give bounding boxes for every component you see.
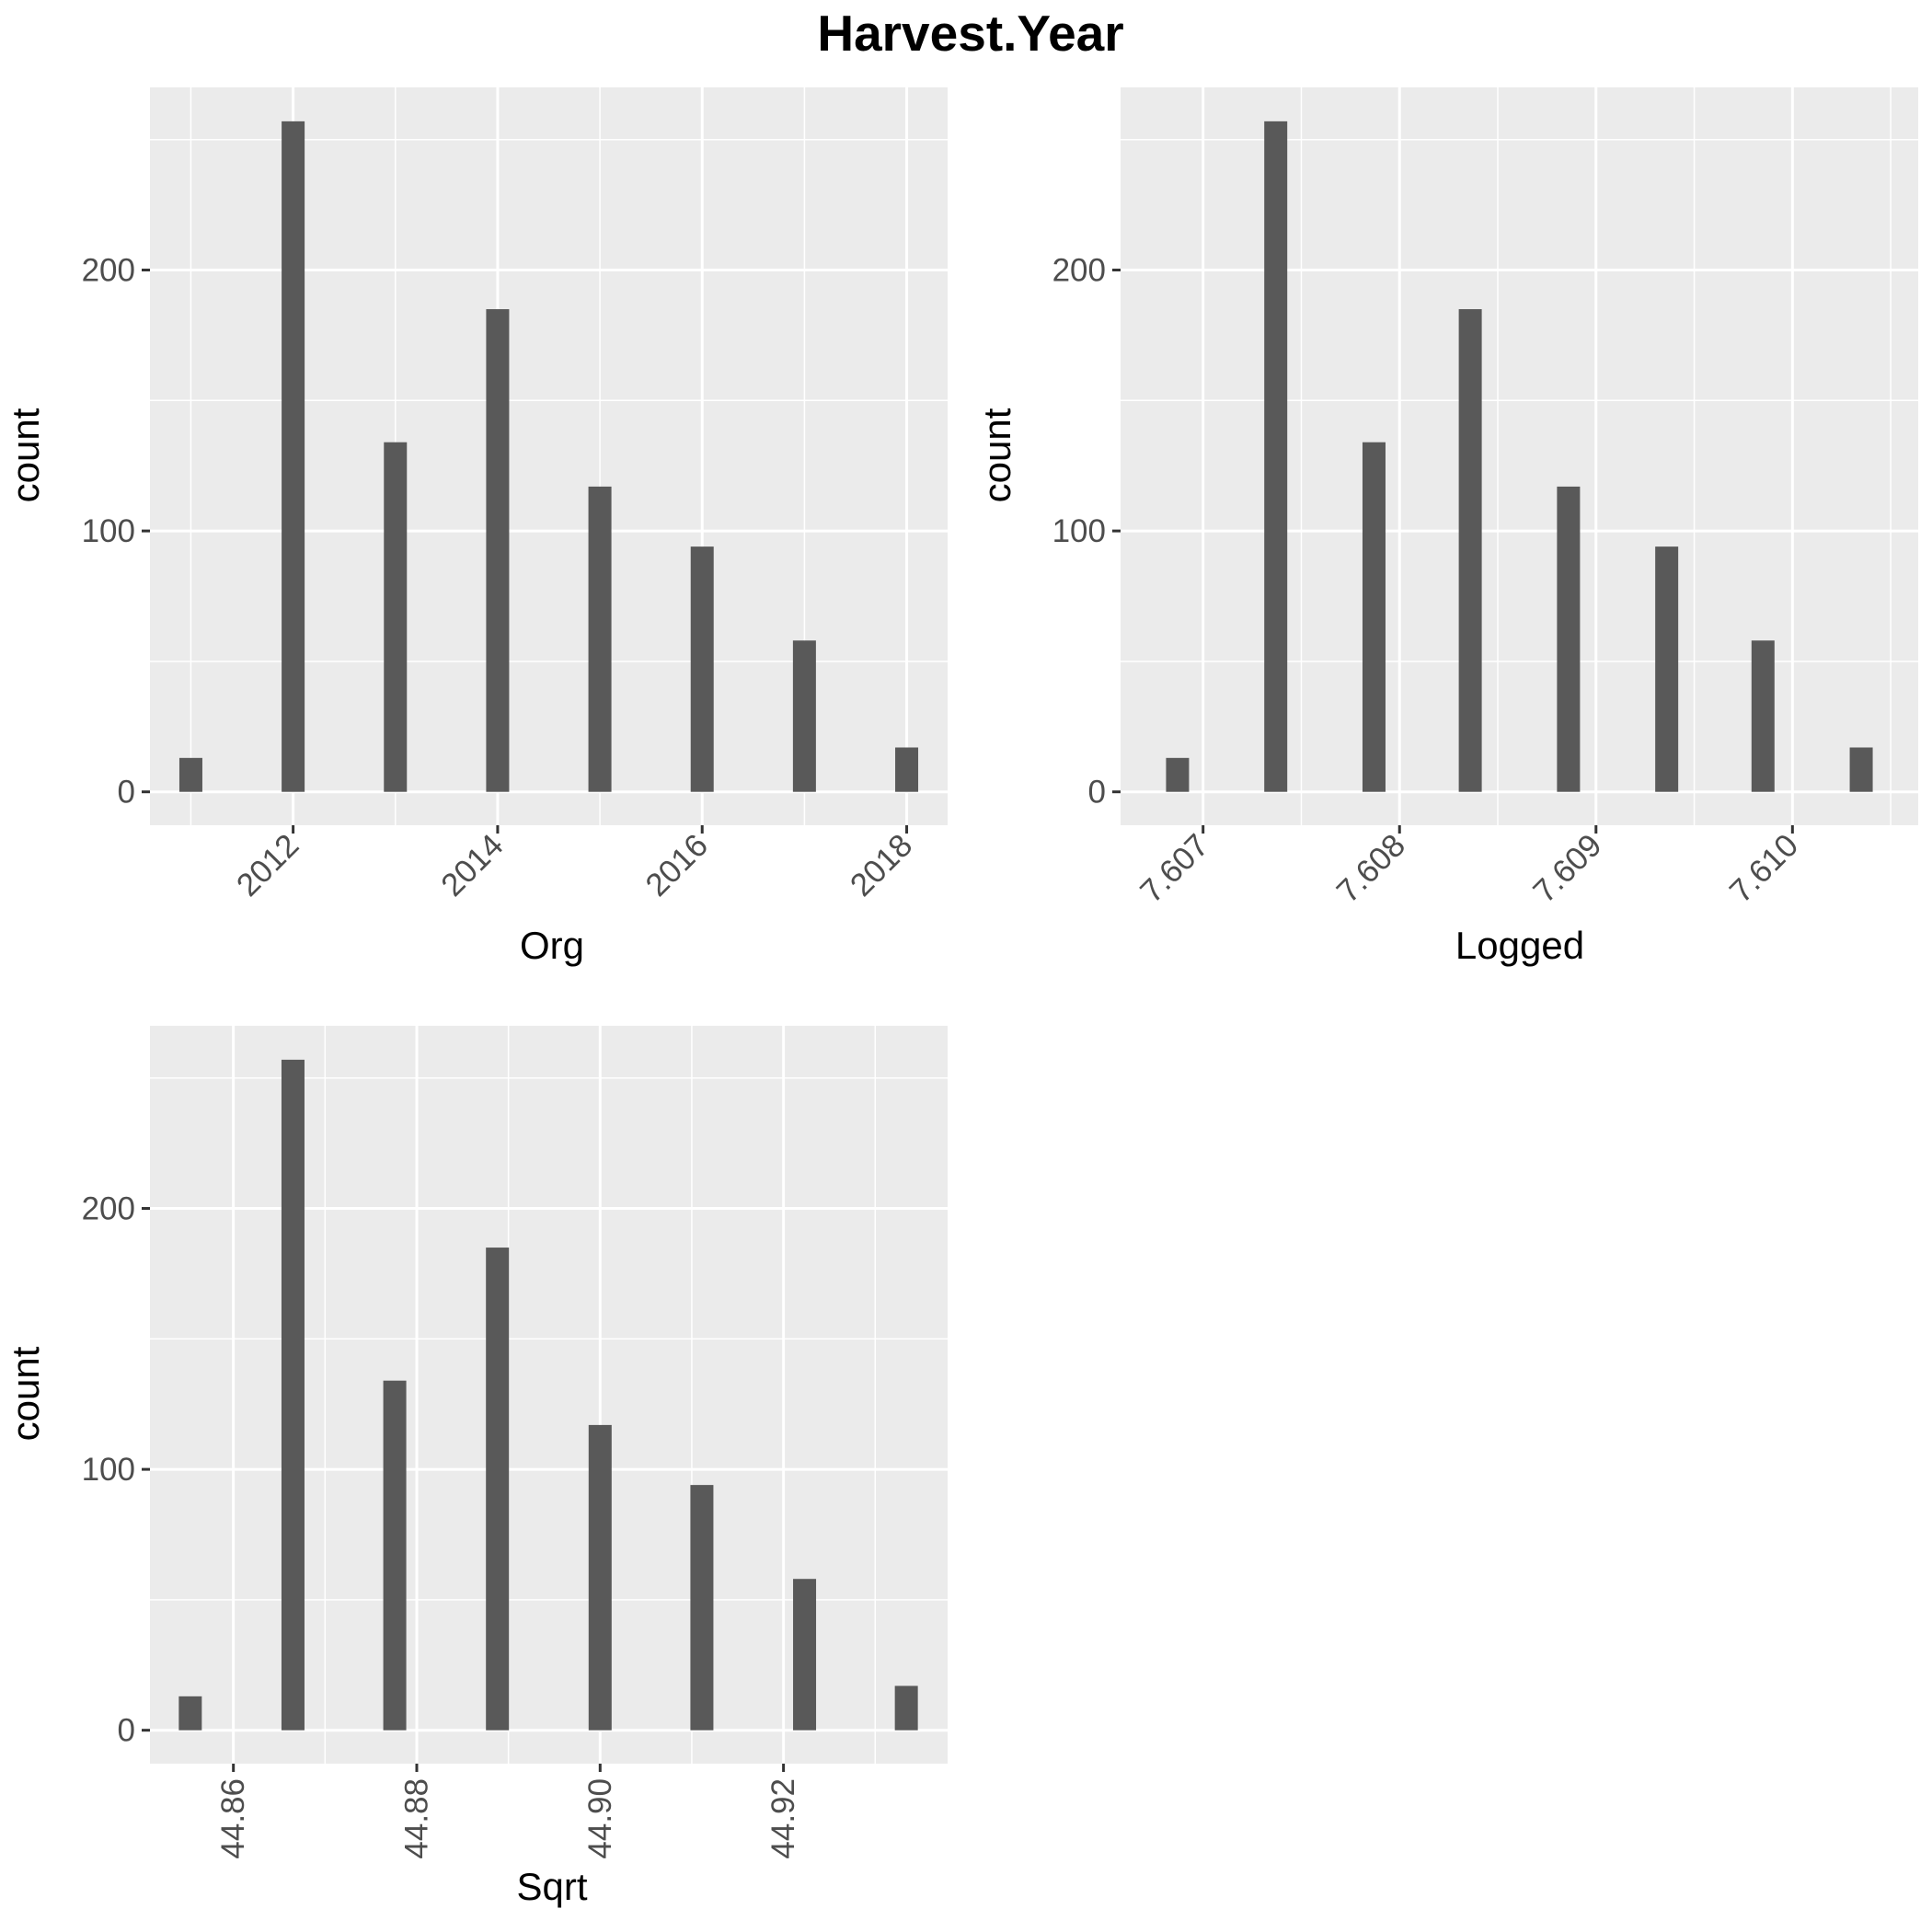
x-tick-label: 44.88 bbox=[398, 1778, 434, 1859]
histogram-bar bbox=[1166, 757, 1190, 792]
x-tick-label: 7.610 bbox=[1723, 827, 1806, 910]
x-tick-label: 44.92 bbox=[765, 1778, 801, 1859]
histogram-bar bbox=[384, 442, 408, 792]
x-tick-label: 44.90 bbox=[582, 1778, 618, 1859]
panel-background bbox=[150, 87, 948, 825]
x-tick-label: 7.608 bbox=[1330, 827, 1413, 910]
y-tick-label: 0 bbox=[118, 775, 135, 811]
histogram-bar bbox=[1557, 486, 1581, 792]
histogram-bar bbox=[588, 1424, 612, 1731]
panel-background bbox=[150, 1026, 948, 1764]
y-axis-title: count bbox=[975, 408, 1018, 502]
x-axis-title: Logged bbox=[1455, 924, 1584, 967]
histogram-bar bbox=[895, 747, 919, 792]
x-tick-label: 7.607 bbox=[1133, 827, 1216, 910]
y-tick-label: 0 bbox=[1088, 775, 1106, 811]
panel-logged: 0 100 200 7.607 7.608 7.609 7.610 Logged count bbox=[975, 87, 1918, 967]
histogram-bar bbox=[1751, 640, 1775, 792]
histogram-bar bbox=[690, 1485, 714, 1731]
histogram-bar bbox=[486, 1248, 510, 1731]
histogram-bar bbox=[1362, 442, 1386, 792]
histogram-bar bbox=[1264, 121, 1288, 792]
histogram-bar bbox=[486, 309, 510, 792]
histogram-bar bbox=[281, 1059, 305, 1731]
x-tick-label: 2014 bbox=[434, 827, 511, 903]
y-axis-title: count bbox=[4, 408, 47, 502]
y-tick-label: 100 bbox=[82, 513, 135, 549]
y-tick-label: 200 bbox=[1052, 253, 1106, 289]
x-tick-label: 2016 bbox=[638, 827, 715, 903]
histogram-bar bbox=[792, 640, 816, 792]
panel-org: 0 100 200 2012 2014 2016 2018 Org count bbox=[4, 87, 948, 967]
x-tick-label: 44.86 bbox=[215, 1778, 251, 1859]
y-tick-label: 200 bbox=[82, 1191, 135, 1227]
panel-background bbox=[1121, 87, 1918, 825]
x-axis-title: Sqrt bbox=[516, 1865, 587, 1908]
x-axis-title: Org bbox=[520, 924, 584, 967]
y-tick-label: 200 bbox=[82, 253, 135, 289]
histogram-bar bbox=[178, 1696, 202, 1731]
y-tick-label: 0 bbox=[118, 1713, 135, 1749]
histogram-bar bbox=[690, 546, 714, 792]
panel-sqrt: 0 100 200 44.86 44.88 44.90 44.92 Sqrt count bbox=[4, 1026, 948, 1908]
x-tick-label: 2012 bbox=[230, 827, 306, 903]
histogram-bar bbox=[793, 1579, 817, 1731]
histogram-bar bbox=[1655, 546, 1679, 792]
x-tick-label: 2018 bbox=[844, 827, 920, 903]
histogram-bar bbox=[383, 1380, 407, 1731]
y-tick-label: 100 bbox=[1052, 513, 1106, 549]
y-tick-label: 100 bbox=[82, 1452, 135, 1488]
histogram-bar bbox=[1849, 747, 1873, 792]
y-axis-title: count bbox=[4, 1346, 47, 1441]
histogram-bar bbox=[894, 1685, 918, 1731]
figure-title: Harvest.Year bbox=[817, 5, 1123, 62]
histogram-bar bbox=[588, 486, 612, 792]
x-tick-label: 7.609 bbox=[1526, 827, 1609, 910]
histogram-bar bbox=[1458, 309, 1482, 792]
histogram-bar bbox=[282, 121, 305, 792]
histogram-bar bbox=[178, 757, 202, 792]
